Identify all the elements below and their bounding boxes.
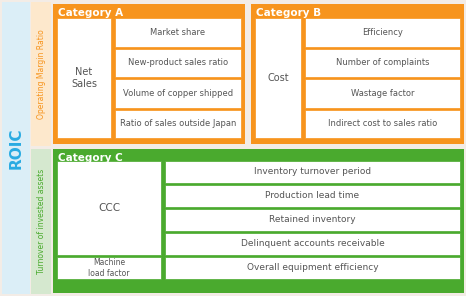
Bar [165, 209, 460, 231]
Bar [165, 161, 460, 183]
Text: Market share: Market share [151, 28, 206, 37]
Text: ROIC: ROIC [8, 127, 23, 169]
Bar [115, 110, 241, 138]
Bar [165, 185, 460, 207]
Bar [305, 18, 460, 46]
Text: Volume of copper shipped: Volume of copper shipped [123, 89, 233, 98]
Bar [115, 49, 241, 77]
Text: Cost: Cost [267, 73, 289, 83]
Bar [53, 149, 464, 293]
Text: Production lead time: Production lead time [266, 192, 360, 200]
Text: Ratio of sales outside Japan: Ratio of sales outside Japan [120, 119, 236, 128]
Text: Turnover of invested assets: Turnover of invested assets [36, 169, 46, 274]
Text: Category A: Category A [58, 8, 123, 18]
Text: Machine
load factor: Machine load factor [88, 258, 130, 278]
Bar [165, 257, 460, 279]
Bar [57, 18, 111, 138]
Bar [53, 4, 245, 144]
Text: Operating Margin Ratio: Operating Margin Ratio [36, 29, 46, 119]
Bar [305, 79, 460, 107]
Text: Net
Sales: Net Sales [71, 67, 97, 89]
Bar [57, 161, 161, 255]
Text: Inventory turnover period: Inventory turnover period [254, 168, 371, 176]
Bar [57, 257, 161, 279]
Text: Overall equipment efficiency: Overall equipment efficiency [247, 263, 378, 273]
Text: Wastage factor: Wastage factor [351, 89, 414, 98]
Bar [251, 4, 464, 144]
Text: Category B: Category B [256, 8, 321, 18]
Bar [305, 110, 460, 138]
Bar [115, 79, 241, 107]
Text: Efficiency: Efficiency [362, 28, 403, 37]
Bar [2, 2, 30, 294]
Bar [31, 149, 51, 294]
Bar [305, 49, 460, 77]
Bar [255, 18, 301, 138]
Bar [165, 233, 460, 255]
Bar [115, 18, 241, 46]
Text: Indirect cost to sales ratio: Indirect cost to sales ratio [328, 119, 437, 128]
Text: Category C: Category C [58, 153, 123, 163]
Text: Delinquent accounts receivable: Delinquent accounts receivable [240, 239, 384, 249]
Text: Retained inventory: Retained inventory [269, 215, 356, 224]
Bar [31, 2, 51, 146]
Text: New-product sales ratio: New-product sales ratio [128, 58, 228, 67]
Text: Number of complaints: Number of complaints [336, 58, 429, 67]
Text: CCC: CCC [98, 203, 120, 213]
